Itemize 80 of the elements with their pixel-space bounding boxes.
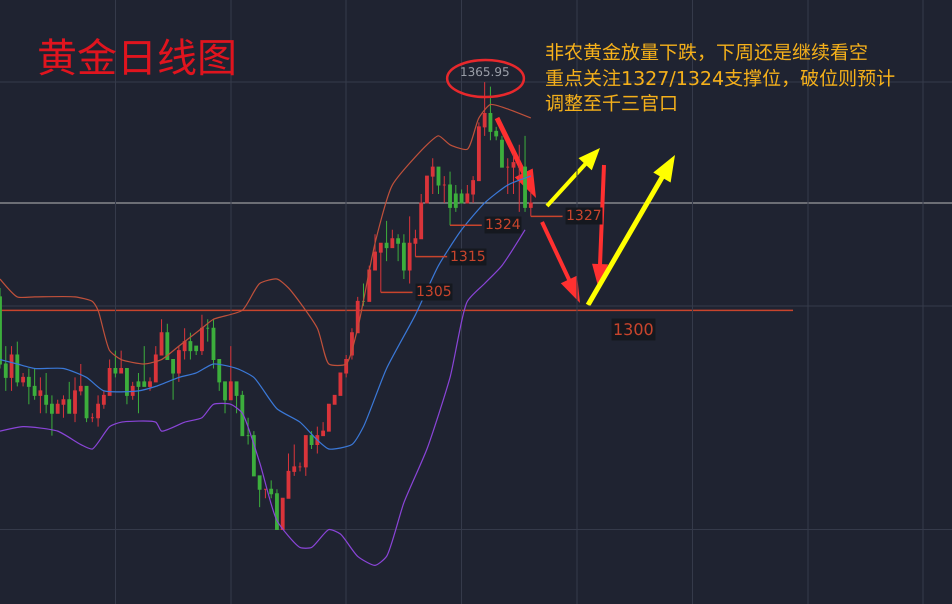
candlestick (454, 184, 458, 212)
candlestick (286, 452, 290, 499)
candlestick (148, 376, 152, 392)
candlestick (506, 158, 510, 194)
chart-title: 黄金日线图 (37, 36, 237, 82)
candlestick (234, 381, 238, 414)
candlestick (460, 189, 464, 204)
candlestick (194, 346, 198, 356)
candlestick (448, 171, 452, 226)
candlestick (171, 359, 175, 400)
candlestick (160, 318, 164, 356)
candlestick (10, 346, 14, 392)
candlestick (436, 166, 440, 194)
candlestick (338, 372, 342, 396)
candlestick (362, 282, 366, 306)
candlestick (15, 341, 20, 387)
candlestick (96, 394, 100, 428)
candlestick (442, 176, 446, 204)
candlestick (494, 126, 498, 141)
candlestick (21, 372, 25, 387)
candlestick (378, 242, 383, 293)
candlestick (188, 332, 192, 360)
candlestick (517, 144, 522, 212)
annotation: 1305 (416, 284, 452, 300)
candlestick (269, 480, 274, 499)
candlestick (528, 189, 533, 217)
candlestick (488, 86, 492, 141)
candlestick (523, 135, 527, 212)
candlestick (142, 346, 146, 387)
candlestick (113, 350, 118, 378)
candlestick (78, 364, 83, 396)
candlestick (310, 430, 314, 450)
candlestick (223, 381, 227, 414)
candlestick (500, 135, 504, 168)
candlestick (512, 153, 516, 194)
candlestick (206, 318, 210, 342)
candlestick (84, 386, 88, 423)
candlestick (73, 376, 77, 423)
annotation: 1300 (613, 320, 654, 339)
candlestick (44, 372, 48, 414)
candlestick (90, 412, 94, 423)
candlestick (119, 350, 124, 374)
annotation: 1327 (566, 208, 602, 224)
candlestick (125, 368, 129, 405)
candlestick (292, 444, 296, 476)
candlestick (136, 372, 140, 414)
candlestick (402, 234, 406, 280)
annotation: 1315 (450, 249, 486, 265)
candlestick (246, 417, 250, 446)
candlestick (67, 381, 72, 414)
annotation: 调整至千三官口 (545, 93, 678, 115)
candlestick (165, 323, 170, 360)
candlestick (414, 229, 418, 258)
annotation: 1324 (485, 217, 521, 233)
candlestick (263, 488, 268, 499)
candlestick (154, 346, 158, 382)
candlestick (373, 234, 377, 271)
candlestick (130, 381, 135, 400)
candlestick (396, 234, 400, 262)
candlestick (212, 318, 216, 369)
candlestick (430, 158, 435, 194)
candlestick (419, 194, 424, 240)
candlestick (62, 394, 66, 418)
candlestick (390, 229, 394, 248)
candlestick (4, 346, 8, 392)
candlestick (275, 488, 279, 530)
candlestick (38, 376, 42, 414)
candlestick (408, 216, 412, 284)
annotation: 1365.95 (460, 65, 510, 79)
candlestick (298, 462, 302, 472)
annotation: 重点关注1327/1324支撑位，破位则预计 (545, 68, 896, 90)
candlestick (384, 220, 388, 262)
candlestick (50, 394, 54, 436)
text: 非农黄金放量下跌，下周还是继续看空 (545, 42, 868, 64)
candlestick (304, 435, 308, 476)
candlestick (217, 359, 222, 392)
candlestick (200, 314, 204, 356)
candlestick (228, 346, 233, 400)
candlestick (56, 399, 60, 414)
candlestick (425, 176, 429, 204)
